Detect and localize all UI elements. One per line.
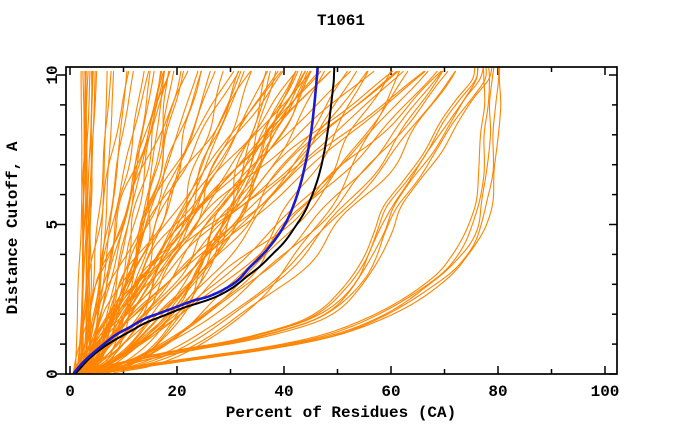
outlier-curve: [97, 67, 493, 374]
prediction-curve: [86, 70, 239, 374]
prediction-curve: [100, 70, 369, 374]
highlight-curve-blue: [73, 67, 319, 374]
outlier-curve: [81, 67, 476, 374]
prediction-curve: [83, 70, 438, 374]
prediction-curve: [95, 70, 170, 374]
prediction-curve: [103, 70, 456, 374]
x-tick-label: 80: [488, 383, 507, 401]
prediction-curve: [78, 70, 145, 374]
prediction-curve: [76, 70, 130, 374]
prediction-curve: [78, 70, 242, 374]
prediction-curve: [95, 70, 165, 374]
axis-ticks: [56, 67, 617, 375]
prediction-curve: [81, 70, 240, 374]
outlier-curve: [89, 67, 484, 374]
y-tick-label: 10: [44, 65, 62, 84]
x-tick-label: 0: [65, 383, 75, 401]
prediction-curve: [87, 70, 303, 374]
prediction-curve: [90, 70, 325, 374]
prediction-curve: [107, 70, 271, 374]
prediction-curve: [88, 70, 358, 374]
prediction-curve: [88, 70, 322, 374]
prediction-curve: [88, 70, 409, 374]
chart-title: T1061: [317, 12, 365, 30]
prediction-curve: [87, 70, 443, 374]
prediction-curve: [73, 70, 404, 374]
y-tick-label: 0: [44, 369, 62, 379]
prediction-curve: [93, 70, 348, 374]
outlier-curve: [88, 67, 486, 374]
prediction-curve: [78, 70, 312, 374]
y-tick-label: 5: [44, 220, 62, 230]
prediction-curve: [103, 70, 444, 374]
x-tick-label: 100: [591, 383, 620, 401]
prediction-curve: [85, 70, 252, 374]
prediction-curve: [90, 70, 449, 374]
prediction-curve: [72, 70, 189, 374]
curves-layer: [72, 67, 502, 374]
outlier-curve: [96, 67, 487, 374]
prediction-curve: [86, 70, 442, 374]
prediction-curve: [87, 70, 399, 374]
prediction-curve: [72, 70, 352, 374]
highlight-curve-black: [75, 67, 336, 374]
x-axis-label: Percent of Residues (CA): [226, 404, 456, 422]
outlier-curve: [104, 67, 502, 374]
x-tick-label: 60: [381, 383, 400, 401]
prediction-curve: [82, 70, 150, 374]
prediction-curve: [87, 70, 211, 374]
prediction-curve: [74, 70, 235, 374]
prediction-curve: [85, 70, 87, 374]
prediction-curve: [79, 70, 91, 374]
prediction-curve: [86, 70, 128, 374]
prediction-curve: [88, 70, 165, 374]
prediction-curve: [88, 70, 182, 374]
plot-frame: [65, 66, 618, 375]
prediction-curve: [74, 70, 397, 374]
prediction-curve: [105, 70, 457, 374]
prediction-curve: [113, 70, 400, 374]
prediction-curve: [72, 70, 375, 374]
x-tick-label: 20: [167, 383, 186, 401]
outlier-curve: [93, 67, 495, 374]
prediction-curve: [78, 70, 171, 374]
prediction-curve: [87, 70, 393, 374]
tick-labels: 0 20 40 60 80 100 0 5 10: [44, 65, 619, 401]
x-tick-label: 40: [274, 383, 293, 401]
prediction-curve: [95, 70, 306, 374]
y-axis-label: Distance Cutoff, A: [4, 141, 22, 314]
